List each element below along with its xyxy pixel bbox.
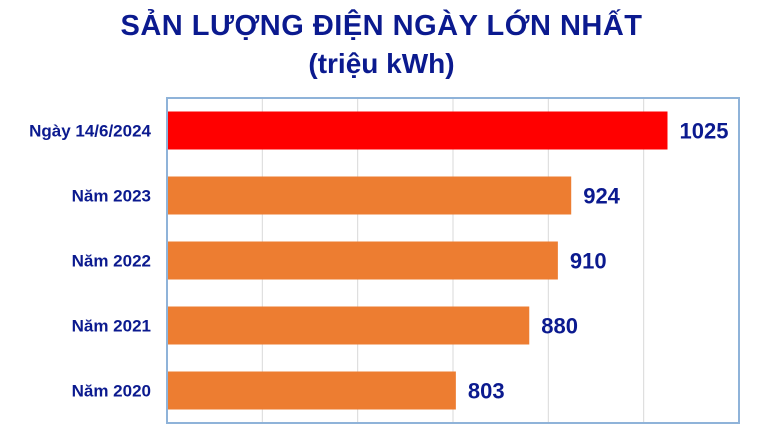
chart-subtitle: (triệu kWh)	[308, 48, 455, 79]
category-label: Năm 2021	[72, 317, 151, 336]
value-label: 924	[583, 184, 620, 209]
category-label: Ngày 14/6/2024	[29, 122, 151, 141]
bar	[167, 111, 668, 150]
bar	[167, 176, 572, 215]
value-label: 1025	[680, 119, 729, 144]
value-label: 910	[570, 249, 607, 274]
bar	[167, 306, 530, 345]
bar	[167, 241, 558, 280]
value-labels: 1025 924 910 880 803	[468, 119, 729, 404]
bar	[167, 371, 456, 410]
category-labels: Ngày 14/6/2024 Năm 2023 Năm 2022 Năm 2021 Nă…	[29, 122, 151, 401]
plot-frame	[166, 97, 740, 424]
value-label: 803	[468, 379, 505, 404]
category-label: Năm 2023	[72, 187, 151, 206]
category-label: Năm 2020	[72, 382, 151, 401]
bars	[167, 111, 668, 410]
value-label: 880	[541, 314, 578, 339]
category-label: Năm 2022	[72, 252, 151, 271]
chart-title: SẢN LƯỢNG ĐIỆN NGÀY LỚN NHẤT	[120, 10, 643, 42]
